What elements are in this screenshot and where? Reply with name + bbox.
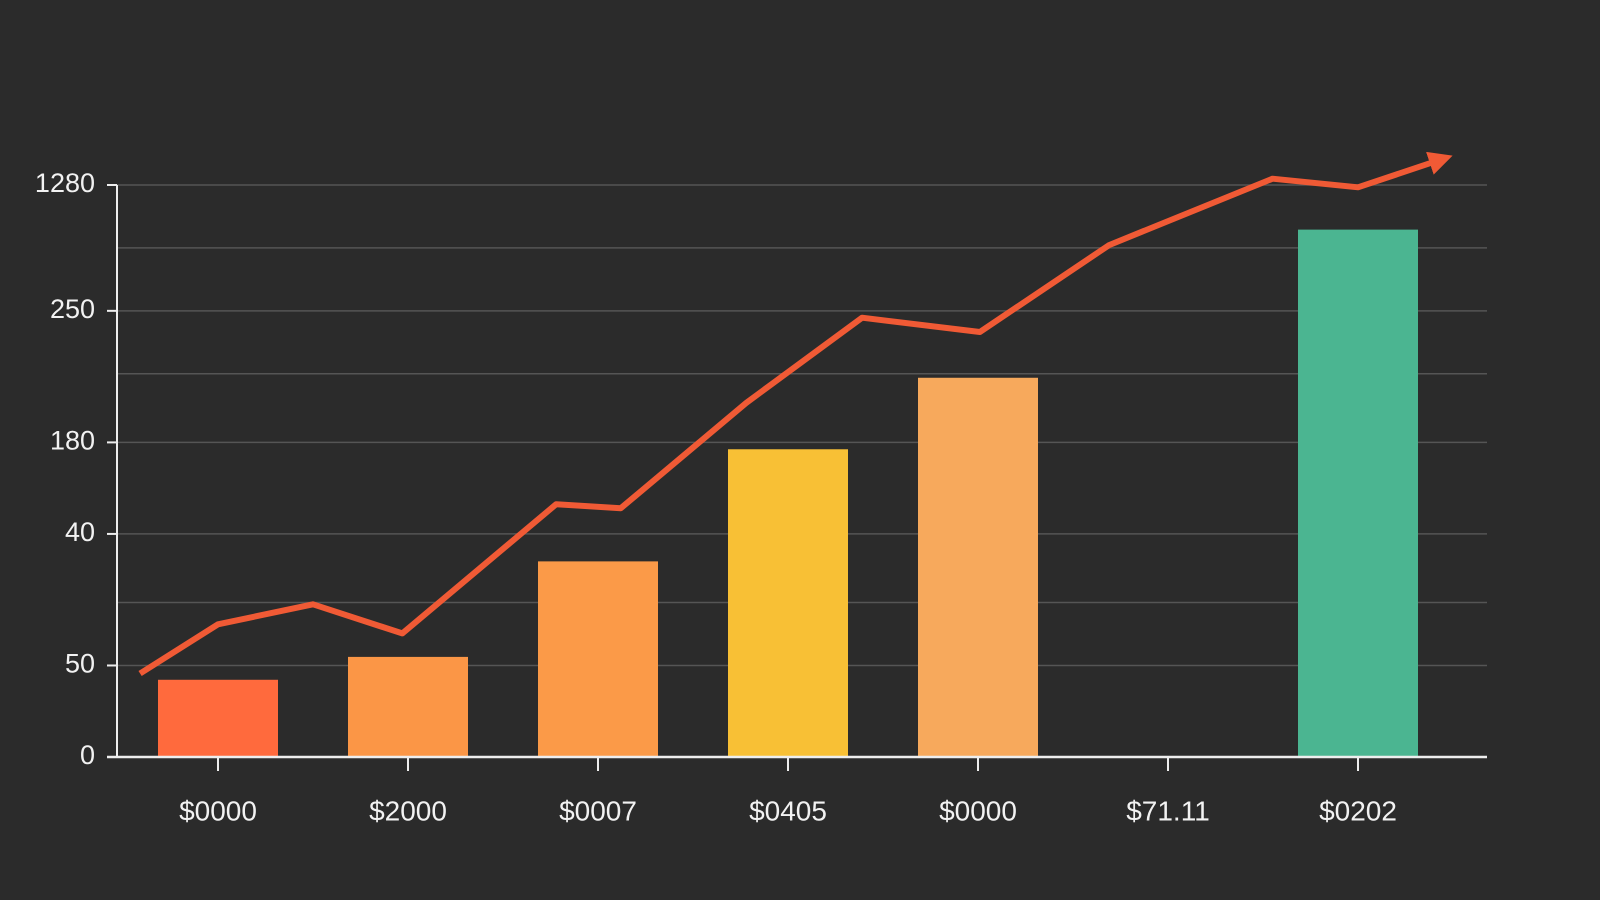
y-tick-label: 0 <box>80 740 95 770</box>
bar <box>348 656 468 757</box>
bar <box>538 561 658 757</box>
y-tick-label: 1280 <box>35 168 95 198</box>
x-tick-label: $71.11 <box>1126 795 1210 826</box>
x-tick-label: $0202 <box>1319 795 1397 826</box>
x-tick-label: $0000 <box>939 795 1017 826</box>
y-tick-label: 50 <box>65 649 95 679</box>
y-tick-label: 250 <box>50 294 95 324</box>
y-tick-label: 40 <box>65 517 95 547</box>
x-tick-label: $2000 <box>369 795 447 826</box>
x-tick-label: $0405 <box>749 795 827 826</box>
bar <box>918 377 1038 757</box>
bar <box>728 449 848 757</box>
x-tick-label: $0000 <box>179 795 257 826</box>
bar <box>1298 229 1418 758</box>
y-tick-label: 180 <box>50 426 95 456</box>
x-tick-label: $0007 <box>559 795 637 826</box>
bar <box>158 679 278 757</box>
trend-line <box>138 151 1453 677</box>
